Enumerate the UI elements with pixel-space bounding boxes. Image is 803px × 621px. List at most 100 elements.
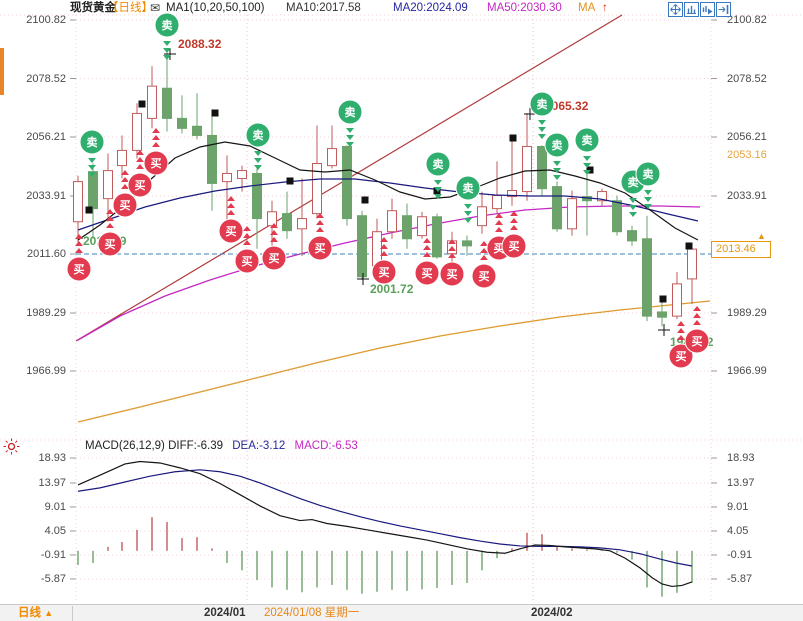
selected-date-label: 2024/01/08 星期一 <box>264 607 360 619</box>
signal-arrow-icon <box>448 253 456 258</box>
macd-axis-label: -5.87 <box>727 573 753 585</box>
buy-signal-badge <box>471 263 497 289</box>
signal-arrow-icon <box>677 335 685 340</box>
candle-body <box>687 248 697 280</box>
price-annotation: 2065.32 <box>545 99 589 113</box>
pan-crosshair-icon[interactable] <box>668 2 683 17</box>
signal-arrow-icon <box>316 227 324 232</box>
candle-body <box>612 200 622 233</box>
signal-arrow-icon <box>380 251 388 256</box>
sell-signal-badge <box>337 99 363 125</box>
signal-arrow-icon <box>316 220 324 225</box>
ma50-value: MA50:2030.30 <box>487 2 562 14</box>
signal-arrow-icon <box>380 237 388 242</box>
candle-body <box>73 181 83 223</box>
signal-arrow-icon <box>464 218 472 223</box>
candle-body <box>207 134 217 184</box>
signal-arrow-icon <box>693 313 701 318</box>
buy-signal-label: 买 <box>226 225 237 238</box>
candle-body <box>147 85 157 119</box>
candle-body <box>117 149 127 167</box>
signal-arrow-icon <box>495 213 503 218</box>
signal-arrow-icon <box>693 320 701 325</box>
buy-signal-label: 买 <box>242 255 253 268</box>
price-axis-label: 2011.60 <box>27 248 66 260</box>
signal-arrow-icon <box>136 150 144 155</box>
signal-arrow-icon <box>121 170 129 175</box>
signal-arrow-icon <box>464 204 472 209</box>
indicator-sun-icon[interactable] <box>3 438 20 460</box>
signal-arrow-icon <box>270 237 278 242</box>
buy-signal-label: 买 <box>74 263 85 276</box>
macd-dea-value: DEA:-3.12 <box>232 440 286 452</box>
signal-arrow-icon <box>270 223 278 228</box>
candle-body <box>657 311 667 318</box>
candle-flag-marker <box>433 187 441 195</box>
right-price-axis: 2100.822078.522056.212033.912011.601989.… <box>727 0 803 621</box>
ma100-value-truncated: MA <box>578 2 596 14</box>
price-axis-label: 1989.29 <box>26 307 66 319</box>
candle-body <box>342 145 352 220</box>
macd-axis-label: -0.91 <box>727 549 753 561</box>
candle-body <box>88 171 98 210</box>
buy-signal-label: 买 <box>479 270 490 283</box>
candle-body <box>432 216 442 258</box>
macd-dea-line <box>77 469 693 567</box>
candle-body <box>162 87 172 119</box>
sell-signal-label: 卖 <box>537 97 548 111</box>
signal-arrow-icon <box>434 194 442 199</box>
buy-signal-label: 买 <box>135 179 146 192</box>
macd-axis-label: -0.91 <box>40 549 66 561</box>
candle-body <box>417 216 427 237</box>
candle-body <box>267 211 277 227</box>
sell-signal-badge <box>154 12 180 38</box>
sell-signal-label: 卖 <box>253 128 264 142</box>
buy-signal-badge <box>261 245 287 271</box>
candle-body <box>642 238 652 317</box>
buy-signal-label: 买 <box>315 242 326 255</box>
macd-axis-label: 13.97 <box>38 477 66 489</box>
time-axis-bar: 日线 ▲ 2024/01 2024/01/08 星期一 2024/02 <box>0 604 803 621</box>
sell-signal-label: 卖 <box>643 167 654 181</box>
signal-arrow-icon <box>423 245 431 250</box>
buy-signal-label: 买 <box>120 199 131 212</box>
buy-signal-badge <box>143 150 169 176</box>
signal-arrow-icon <box>346 128 354 133</box>
signal-arrow-icon <box>380 244 388 249</box>
buy-signal-badge <box>307 235 333 261</box>
signal-arrow-icon <box>644 197 652 202</box>
indicator-window-icon[interactable] <box>684 2 699 17</box>
period-selector-label: 日线 <box>18 607 41 619</box>
candle-body <box>192 125 202 136</box>
price-axis-label: 2100.82 <box>26 14 66 26</box>
signal-arrow-icon <box>448 246 456 251</box>
macd-value: MACD:-6.53 <box>294 440 358 452</box>
candle-body <box>477 206 487 227</box>
candle-body <box>552 186 562 230</box>
candle-body <box>237 170 247 179</box>
signal-arrow-icon <box>464 211 472 216</box>
signal-arrow-icon <box>553 161 561 166</box>
signal-arrow-icon <box>644 190 652 195</box>
buy-signal-badge <box>66 256 92 282</box>
signal-arrow-icon <box>423 238 431 243</box>
candle-body <box>327 148 337 167</box>
period-selector[interactable]: 日线 ▲ <box>18 605 53 621</box>
signal-arrow-icon <box>434 180 442 185</box>
macd-params-diff: MACD(26,12,9) DIFF:-6.39 <box>85 440 224 452</box>
price-up-arrow-icon: ↑ <box>602 2 608 14</box>
candle-flag-marker <box>685 242 693 250</box>
mail-icon[interactable]: ✉ <box>150 1 161 15</box>
sell-signal-label: 卖 <box>552 138 563 152</box>
jump-latest-icon[interactable] <box>716 2 731 17</box>
buy-signal-label: 买 <box>676 350 687 363</box>
ma20-value: MA20:2024.09 <box>393 2 468 14</box>
ma100-line <box>77 300 711 423</box>
signal-arrow-icon <box>88 165 96 170</box>
playback-icon[interactable] <box>700 2 715 17</box>
signal-arrow-icon <box>75 248 83 253</box>
sell-signal-badge <box>455 175 481 201</box>
signal-arrow-icon <box>677 328 685 333</box>
